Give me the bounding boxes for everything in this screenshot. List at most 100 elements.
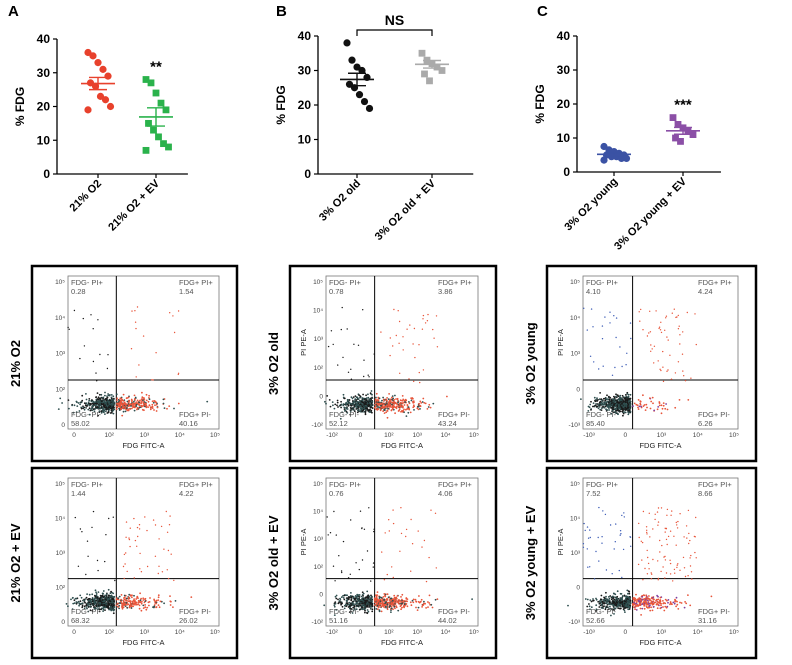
event-dot	[687, 399, 690, 401]
event-dot	[342, 540, 345, 543]
event-dot	[648, 568, 650, 570]
event-dot	[74, 516, 77, 519]
event-dot	[666, 408, 669, 411]
event-dot	[634, 608, 636, 611]
event-dot	[401, 399, 404, 402]
event-dot	[133, 594, 135, 597]
y-tick-label: 10⁴	[570, 315, 580, 322]
event-dot	[389, 597, 392, 600]
event-dot	[92, 400, 95, 403]
event-dot	[664, 559, 667, 561]
y-tick-label: 20	[557, 97, 571, 111]
event-dot	[112, 402, 114, 404]
event-dot	[357, 603, 360, 606]
event-dot	[600, 594, 603, 597]
event-dot	[138, 528, 141, 530]
event-dot	[392, 603, 395, 605]
event-dot	[106, 367, 109, 370]
event-dot	[357, 598, 359, 601]
event-dot	[140, 401, 143, 403]
event-dot	[91, 399, 93, 401]
event-dot	[112, 412, 115, 415]
event-dot	[617, 401, 620, 404]
event-dot	[129, 545, 131, 548]
event-dot	[140, 571, 143, 573]
event-dot	[633, 606, 635, 608]
event-dot	[673, 568, 676, 571]
event-dot	[428, 556, 430, 559]
flow-y-axis-label: PI PE-A	[556, 529, 565, 556]
event-dot	[426, 408, 429, 410]
event-dot	[127, 408, 130, 410]
event-dot	[153, 605, 156, 608]
event-dot	[678, 399, 681, 401]
event-dot	[649, 609, 652, 612]
event-dot	[79, 403, 81, 406]
event-dot	[393, 402, 396, 405]
event-dot	[658, 402, 661, 404]
event-dot	[402, 398, 405, 401]
event-dot	[622, 412, 625, 415]
event-dot	[96, 380, 98, 382]
event-dot	[158, 606, 161, 609]
event-dot	[132, 605, 135, 608]
event-dot	[101, 599, 104, 601]
event-dot	[397, 601, 400, 604]
event-dot	[138, 607, 141, 610]
event-dot	[647, 598, 650, 600]
event-dot	[628, 603, 630, 606]
event-dot	[102, 592, 104, 595]
event-dot	[619, 530, 622, 532]
event-dot	[367, 594, 370, 597]
flow-plot-area	[67, 477, 220, 627]
event-dot	[375, 594, 377, 597]
event-dot	[361, 410, 364, 413]
event-dot	[358, 608, 361, 611]
data-point	[421, 70, 428, 78]
event-dot	[163, 407, 166, 409]
event-dot	[344, 594, 347, 597]
event-dot	[360, 407, 362, 410]
y-tick-label: -10²	[311, 619, 323, 626]
event-dot	[656, 594, 658, 597]
data-point	[674, 121, 682, 128]
event-dot	[590, 409, 592, 411]
event-dot	[620, 406, 623, 409]
event-dot	[368, 606, 370, 608]
event-dot	[664, 555, 666, 558]
event-dot	[428, 602, 431, 604]
event-dot	[409, 601, 412, 604]
event-dot	[93, 608, 96, 610]
event-dot	[94, 406, 97, 408]
event-dot	[396, 404, 399, 406]
event-dot	[643, 404, 646, 406]
event-dot	[370, 580, 372, 582]
event-dot	[603, 598, 606, 601]
event-dot	[646, 598, 649, 600]
event-dot	[104, 391, 106, 394]
event-dot	[421, 401, 424, 403]
event-dot	[152, 401, 155, 404]
event-dot	[663, 609, 666, 612]
event-dot	[341, 571, 343, 574]
event-dot	[104, 609, 106, 611]
event-dot	[169, 312, 171, 314]
event-dot	[381, 399, 383, 402]
event-dot	[350, 519, 352, 521]
event-dot	[624, 394, 627, 396]
event-dot	[667, 599, 670, 601]
quadrant-title: FDG+ PI+	[438, 480, 472, 489]
event-dot	[609, 607, 611, 610]
event-dot	[172, 315, 174, 317]
event-dot	[587, 537, 590, 539]
event-dot	[100, 400, 103, 403]
event-dot	[432, 402, 435, 405]
quadrant-percent: 85.40	[586, 419, 605, 428]
event-dot	[417, 600, 420, 603]
event-dot	[364, 408, 366, 411]
event-dot	[388, 393, 390, 395]
event-dot	[608, 409, 610, 411]
event-dot	[615, 403, 618, 406]
